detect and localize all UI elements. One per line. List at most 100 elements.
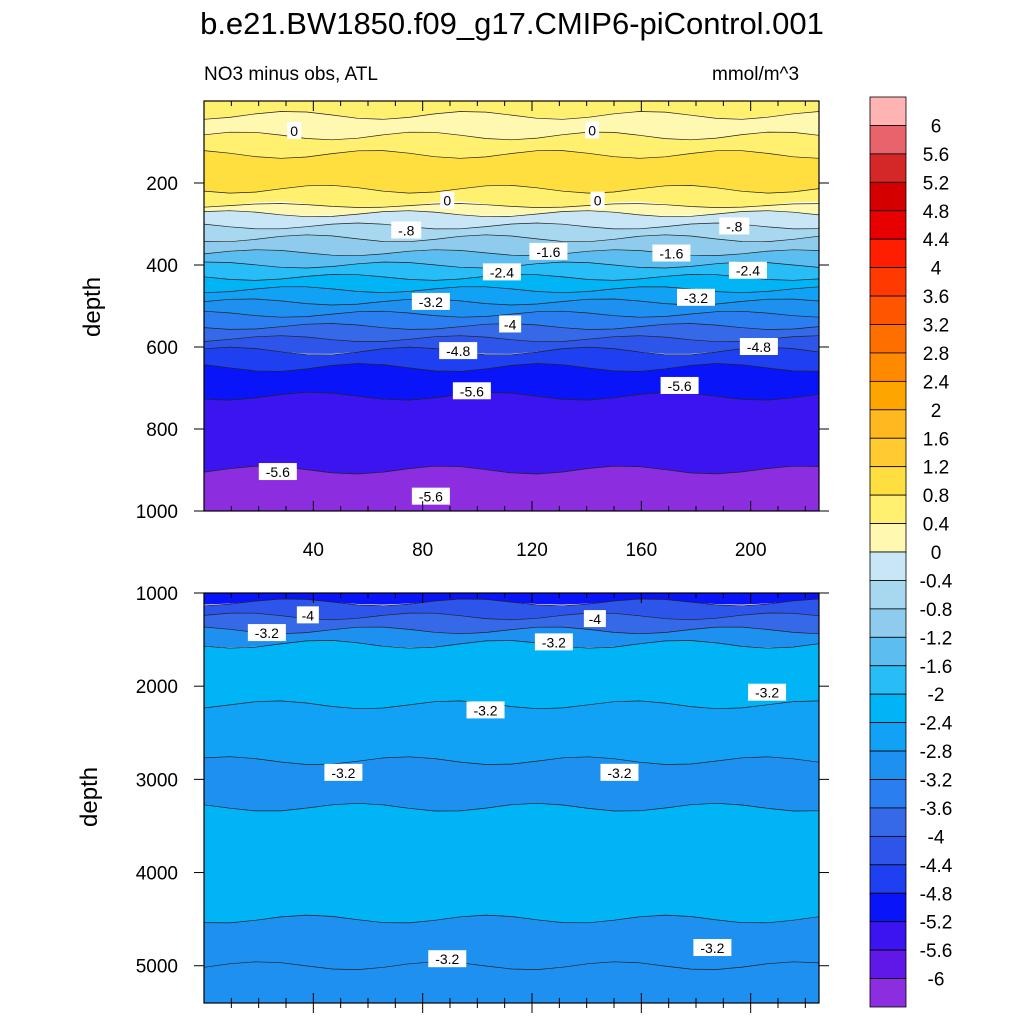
colorbar-swatch xyxy=(869,636,907,667)
colorbar-label: 1.2 xyxy=(923,458,949,479)
contour-band xyxy=(204,185,819,210)
contour-label-box xyxy=(529,242,568,260)
contour-band xyxy=(204,335,819,354)
contour-label-box xyxy=(499,315,522,333)
colorbar-swatch xyxy=(869,949,907,979)
contour-label: 0 xyxy=(588,123,596,139)
colorbar-swatch xyxy=(869,608,907,638)
colorbar-label: -4.4 xyxy=(920,856,953,877)
colorbar-swatch xyxy=(869,892,907,923)
contour-line xyxy=(203,131,820,141)
colorbar-label: -0.4 xyxy=(920,571,953,592)
contour-band xyxy=(204,101,819,119)
contour-label: 0 xyxy=(443,193,451,209)
colorbar-label: -2.4 xyxy=(920,714,953,735)
contour-label: -4.8 xyxy=(747,339,771,355)
contour-band xyxy=(204,286,819,305)
contour-line xyxy=(203,222,820,230)
contour-label-box xyxy=(590,191,605,209)
contour-label: -3.2 xyxy=(684,290,708,306)
x-tick-label: 80 xyxy=(412,540,433,561)
colorbar-label: 0 xyxy=(931,543,942,564)
contour-label: -3.2 xyxy=(542,634,566,650)
x-tick-label: 200 xyxy=(735,540,767,561)
contour-label: -3.2 xyxy=(755,685,779,701)
contour-label-box xyxy=(391,221,422,239)
contour-band xyxy=(204,347,819,372)
contour-label-box xyxy=(600,763,639,781)
contour-label-box xyxy=(466,701,505,719)
colorbar-swatch xyxy=(869,978,907,1008)
colorbar-label: -1.2 xyxy=(920,628,953,649)
colorbar-swatch xyxy=(869,864,907,894)
colorbar-label: 1.6 xyxy=(923,429,949,450)
contour-label-box xyxy=(583,610,606,628)
contour-label-box xyxy=(534,633,573,651)
x-tick-label: 40 xyxy=(303,540,324,561)
contour-label: -3.2 xyxy=(419,294,443,310)
contour-label-box xyxy=(287,121,302,139)
colorbar-label: 5.6 xyxy=(923,145,949,166)
colorbar-label: 2 xyxy=(931,401,942,422)
colorbar-swatch xyxy=(869,722,907,752)
colorbar-label: -3.2 xyxy=(920,771,953,792)
contour-label: -1.6 xyxy=(536,244,560,260)
contour-line xyxy=(203,363,820,372)
colorbar-swatch xyxy=(869,125,907,155)
contour-band xyxy=(204,392,819,474)
contour-band xyxy=(204,915,819,970)
contour-label-box xyxy=(482,263,521,281)
colorbar-swatch xyxy=(869,466,907,496)
y-tick-label: 3000 xyxy=(136,770,178,791)
colorbar-swatch xyxy=(869,96,907,126)
colorbar-label: 5.2 xyxy=(923,173,949,194)
colorbar-label: -1.6 xyxy=(920,657,953,678)
contour-label: -5.6 xyxy=(266,464,290,480)
y-tick-label: 800 xyxy=(146,420,178,441)
contour-line xyxy=(203,346,820,356)
contour-band xyxy=(204,323,819,342)
contour-band xyxy=(204,598,819,620)
contour-band xyxy=(204,700,819,765)
panel-subtitle-right: mmol/m^3 xyxy=(712,64,800,85)
colorbar-label: 3.2 xyxy=(923,316,949,337)
y-tick-label: 1000 xyxy=(136,584,178,605)
contour-line xyxy=(203,914,820,924)
colorbar-label: -5.2 xyxy=(920,913,953,934)
contour-label: -3.2 xyxy=(435,951,459,967)
contour-line xyxy=(203,203,820,208)
colorbar-label: 0.8 xyxy=(923,486,949,507)
colorbar-swatch xyxy=(869,267,907,297)
contour-band xyxy=(204,961,819,1003)
contour-band xyxy=(204,299,819,318)
contour-label: -4 xyxy=(589,611,602,627)
contour-label-box xyxy=(748,683,787,701)
contour-label: -2.4 xyxy=(736,263,760,279)
colorbar-swatch xyxy=(869,437,907,468)
contour-label-box xyxy=(440,191,455,209)
contour-label-box xyxy=(411,292,450,310)
contour-label: -5.6 xyxy=(668,378,692,394)
contour-label: -4.8 xyxy=(446,343,470,359)
contour-line xyxy=(203,700,820,710)
colorbar-swatch xyxy=(869,409,907,439)
contour-line xyxy=(203,210,820,218)
x-tick-label: 160 xyxy=(625,540,657,561)
colorbar-label: -5.6 xyxy=(920,941,953,962)
contour-band xyxy=(204,756,819,811)
contour-line xyxy=(203,756,820,765)
contour-label: -1.6 xyxy=(659,246,683,262)
contour-label: -.8 xyxy=(398,223,415,239)
contour-line xyxy=(203,961,820,970)
contour-line xyxy=(203,640,820,649)
y-tick-label: 200 xyxy=(146,174,178,195)
contour-band xyxy=(204,640,819,709)
contour-label: -5.6 xyxy=(419,489,443,505)
colorbar-swatch xyxy=(869,693,907,724)
contour-line xyxy=(203,249,820,257)
colorbar-label: 4.4 xyxy=(923,230,950,251)
colorbar-label: 6 xyxy=(931,116,942,137)
contour-line xyxy=(203,150,820,159)
contour-line xyxy=(203,310,820,318)
colorbar-label: -4.8 xyxy=(920,884,953,905)
